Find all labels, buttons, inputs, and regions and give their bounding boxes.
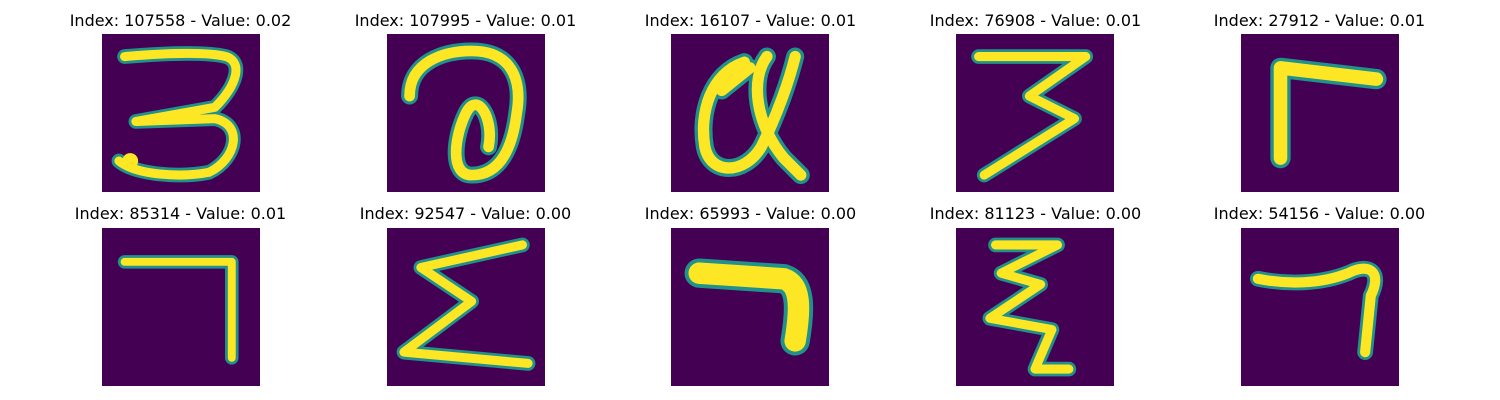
panel-title-7: Index: 92547 - Value: 0.00 xyxy=(359,204,572,223)
digit-glyph-gamma-r xyxy=(1270,57,1387,169)
panel-image-9 xyxy=(956,228,1114,386)
panel-image-10 xyxy=(1241,228,1399,386)
panel-image-1 xyxy=(102,34,260,192)
digit-glyph-alpha-q xyxy=(694,47,810,185)
panel-title-10: Index: 54156 - Value: 0.00 xyxy=(1213,204,1426,223)
panel-title-3: Index: 16107 - Value: 0.01 xyxy=(644,11,857,30)
panel-image-6 xyxy=(102,228,260,386)
digit-glyph-seven-thick xyxy=(684,258,814,356)
panel-title-9: Index: 81123 - Value: 0.00 xyxy=(929,204,1142,223)
panel-title-5: Index: 27912 - Value: 0.01 xyxy=(1213,11,1426,30)
panel-title-6: Index: 85314 - Value: 0.01 xyxy=(74,204,287,223)
panel-title-4: Index: 76908 - Value: 0.01 xyxy=(929,11,1142,30)
panel-image-4 xyxy=(956,34,1114,192)
digit-glyph-three-curly xyxy=(111,45,244,183)
digit-glyph-xi xyxy=(982,237,1077,377)
panel-title-8: Index: 65993 - Value: 0.00 xyxy=(644,204,857,223)
digit-glyph-seven-thin xyxy=(117,255,239,365)
panel-image-2 xyxy=(387,34,545,192)
panel-image-8 xyxy=(671,228,829,386)
panel-title-1: Index: 107558 - Value: 0.02 xyxy=(69,11,292,30)
digit-glyph-loop-a xyxy=(401,42,527,184)
panel-title-2: Index: 107995 - Value: 0.01 xyxy=(354,11,577,30)
digit-glyph-three-sharp xyxy=(971,49,1094,183)
panel-image-5 xyxy=(1241,34,1399,192)
digit-glyph-seven-hook xyxy=(1250,260,1383,361)
panel-image-3 xyxy=(671,34,829,192)
panel-image-7 xyxy=(387,228,545,386)
digit-glyph-sigma xyxy=(396,237,536,371)
